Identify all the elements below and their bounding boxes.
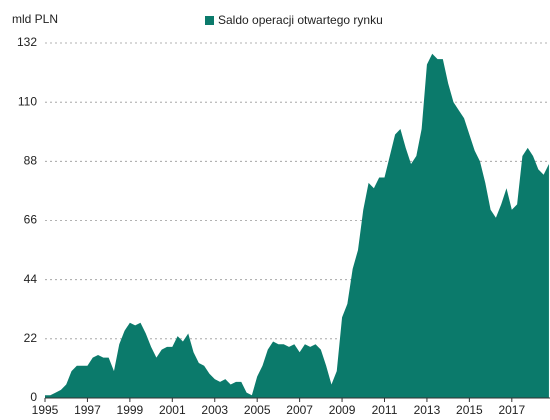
legend-label: Saldo operacji otwartego rynku — [218, 13, 383, 27]
x-tick-label: 1997 — [74, 403, 101, 417]
y-tick-label: 88 — [24, 154, 38, 168]
area — [45, 53, 549, 399]
x-tick-label: 2007 — [286, 403, 313, 417]
y-tick-label: 66 — [24, 213, 38, 227]
y-tick-label: 110 — [18, 94, 37, 108]
x-tick-label: 2001 — [159, 403, 186, 417]
y-tick-label: 132 — [17, 35, 37, 49]
x-tick-label: 2017 — [498, 403, 525, 417]
y-tick-label: 22 — [24, 331, 38, 345]
x-tick-label: 2003 — [201, 403, 228, 417]
x-tick-label: 2005 — [244, 403, 271, 417]
x-tick-label: 2015 — [456, 403, 483, 417]
x-tick-label: 1999 — [117, 403, 144, 417]
x-tick-label: 1995 — [32, 403, 59, 417]
y-tick-label: 0 — [30, 390, 37, 404]
x-tick-label: 2011 — [372, 403, 398, 417]
x-tick-label: 2009 — [329, 403, 356, 417]
y-tick-label: 44 — [24, 272, 38, 286]
x-tick-label: 2013 — [414, 403, 441, 417]
y-axis-label: mld PLN — [12, 12, 58, 26]
legend-swatch — [205, 16, 214, 25]
